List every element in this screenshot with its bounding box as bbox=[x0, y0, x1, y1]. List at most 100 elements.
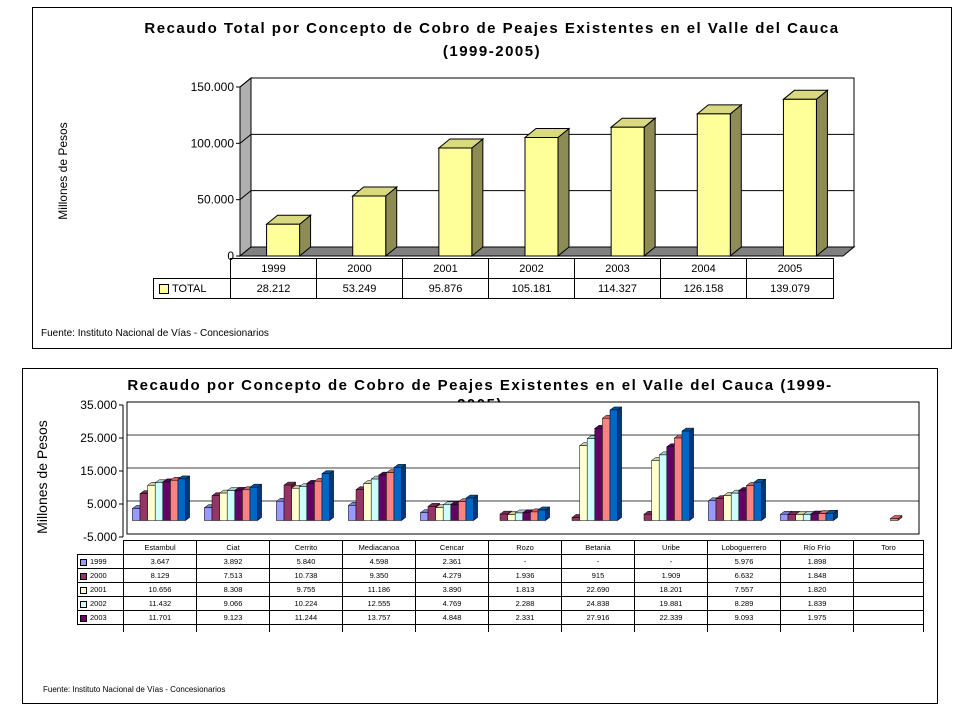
chart2-data-label: 1.909 bbox=[634, 568, 708, 583]
chart2-data-label: 9.093 bbox=[707, 610, 781, 625]
chart2-category-label: Mediacanoa bbox=[342, 540, 416, 555]
chart1-subtitle: (1999-2005) bbox=[442, 43, 542, 60]
chart1-y-tick-label: 150.000 bbox=[191, 80, 235, 94]
chart2-legend-2003: 2003 bbox=[77, 610, 124, 625]
chart2-data-label: 11.701 bbox=[123, 610, 197, 625]
chart2-data-label: 1.975 bbox=[780, 610, 854, 625]
chart2-table-row-2002: 2002 11.432 9.066 10.224 12.555 4.769 2.288 24.… bbox=[77, 596, 924, 611]
chart1-data-label: 105.181 bbox=[488, 278, 575, 299]
chart1-category-label: 2000 bbox=[316, 258, 403, 279]
chart2-legend-2001: 2001 bbox=[77, 582, 124, 597]
chart1-gridline-diag bbox=[239, 190, 252, 201]
chart2-data-label: 18.201 bbox=[634, 582, 708, 597]
chart1-category-label: 2005 bbox=[746, 258, 834, 279]
chart2-data-label: 8.129 bbox=[123, 568, 197, 583]
chart2-table-row-2001: 2001 10.656 8.308 9.755 11.186 3.890 1.813 22.6… bbox=[77, 582, 924, 597]
chart2-data-label: 4.848 bbox=[415, 610, 489, 625]
legend-swatch-2001 bbox=[80, 586, 87, 594]
legend-swatch-2000 bbox=[80, 572, 87, 580]
chart1-bar-2000 bbox=[351, 185, 399, 258]
chart2-data-label: 9.755 bbox=[269, 582, 343, 597]
chart2-plot: 35.000 25.000 15.000 5.000 -5.000 bbox=[80, 398, 920, 544]
chart2-table-row-1999: 1999 3.647 3.892 5.840 4.598 2.361- - -5.976 1.8… bbox=[77, 554, 924, 569]
chart2-data-label: 9.066 bbox=[196, 596, 270, 611]
chart1-y-tick-label: 100.000 bbox=[191, 136, 235, 150]
legend-swatch-total bbox=[159, 283, 169, 294]
chart2-data-label: 3.890 bbox=[415, 582, 489, 597]
chart2-category-label: Toro bbox=[853, 540, 924, 555]
chart2-category-label: Uribe bbox=[634, 540, 708, 555]
chart2-data-label: 9.350 bbox=[342, 568, 416, 583]
chart2-y-tick-label: 25.000 bbox=[80, 431, 117, 445]
chart2-legend-2002: 2002 bbox=[77, 596, 124, 611]
chart1-data-table: 1999 2000 2001 2002 2003 2004 2005 TOTAL 28.212 5… bbox=[153, 258, 834, 299]
chart2-data-label: 7.557 bbox=[707, 582, 781, 597]
chart2-data-label: 1.848 bbox=[780, 568, 854, 583]
chart2-bar-uribe-2005 bbox=[681, 427, 695, 521]
chart1-data-label: 95.876 bbox=[402, 278, 489, 299]
chart2-data-label: 5.976 bbox=[707, 554, 781, 569]
chart2-data-table: Estambul Ciat Cerrito Mediacanoa Cencar Rozo B… bbox=[77, 540, 924, 632]
chart1-category-label: 2002 bbox=[488, 258, 575, 279]
legend-label-total: TOTAL bbox=[172, 282, 207, 295]
chart1-data-label: 53.249 bbox=[316, 278, 403, 299]
chart1-category-label: 2004 bbox=[660, 258, 747, 279]
chart2-bar-toro-2004 bbox=[889, 515, 903, 521]
chart2-data-label bbox=[853, 582, 924, 597]
chart2-category-label: Río Frío bbox=[780, 540, 854, 555]
chart2-title-line-1: Recaudo por Concepto de Cobro de Peajes … bbox=[127, 377, 833, 394]
chart2-table-row-2003: 2003 11.701 9.123 11.244 13.757 4.848 2.331 27.… bbox=[77, 610, 924, 625]
chart2-bar-estambul-2005 bbox=[177, 475, 191, 521]
chart1-data-label: 114.327 bbox=[574, 278, 661, 299]
chart2-category-label: Rozo bbox=[488, 540, 562, 555]
chart2-data-label: 4.279 bbox=[415, 568, 489, 583]
legend-label-2000: 2000 bbox=[90, 571, 107, 580]
chart2-bar-mediacanoa-2005 bbox=[393, 463, 407, 521]
chart2-data-label: 3.892 bbox=[196, 554, 270, 569]
legend-label-2003: 2003 bbox=[90, 613, 107, 622]
chart1-y-tick-label: 0 bbox=[227, 249, 234, 263]
chart1-data-label: 139.079 bbox=[746, 278, 834, 299]
chart2-table-header-row: Estambul Ciat Cerrito Mediacanoa Cencar Rozo B… bbox=[78, 540, 924, 555]
chart2-data-label: 4.769 bbox=[415, 596, 489, 611]
chart2-source-note: Fuente: Instituto Nacional de Vías - Con… bbox=[43, 685, 226, 694]
chart2-data-label: 1.839 bbox=[780, 596, 854, 611]
chart2-data-label: 10.224 bbox=[269, 596, 343, 611]
chart1-bar-2004 bbox=[695, 103, 743, 258]
chart2-category-label: Loboguerrero bbox=[707, 540, 781, 555]
chart2-data-label: - bbox=[634, 554, 708, 569]
chart2-data-label bbox=[853, 610, 924, 625]
chart1-gridline-diag bbox=[239, 77, 252, 88]
chart2-data-label: 27.916 bbox=[561, 610, 635, 625]
legend-label-2001: 2001 bbox=[90, 585, 107, 594]
chart2-category-label: Betania bbox=[561, 540, 635, 555]
chart2-bar-ciat-2005 bbox=[249, 483, 263, 521]
chart2-data-label bbox=[853, 596, 924, 611]
total-revenue-chart-panel: Recaudo Total por Concepto de Cobro de P… bbox=[32, 7, 952, 349]
chart2-bar-cerrito-2005 bbox=[321, 470, 335, 521]
chart1-plot: 150.000 100.000 50.000 0 bbox=[191, 76, 856, 263]
chart1-table-row-total: TOTAL 28.212 53.249 95.876 105.181 114.327 126… bbox=[153, 278, 834, 299]
chart2-data-label: 10.738 bbox=[269, 568, 343, 583]
legend-swatch-2003 bbox=[80, 614, 87, 622]
chart2-data-label: 10.656 bbox=[123, 582, 197, 597]
chart2-y-tick-label: 15.000 bbox=[80, 464, 117, 478]
chart1-table-header-row: 1999 2000 2001 2002 2003 2004 2005 bbox=[154, 258, 834, 279]
chart1-bar-2002 bbox=[523, 127, 571, 258]
chart2-y-tick-label: 5.000 bbox=[87, 497, 117, 511]
chart2-category-label: Cencar bbox=[415, 540, 489, 555]
chart1-gridline-diag bbox=[239, 133, 252, 144]
chart2-data-label: 8.289 bbox=[707, 596, 781, 611]
chart2-data-label: 22.690 bbox=[561, 582, 635, 597]
chart1-bar-2003 bbox=[609, 117, 657, 258]
chart1-y-tick-label: 50.000 bbox=[197, 193, 234, 207]
chart2-bar-rio-frio-2005 bbox=[825, 509, 839, 521]
chart2-data-label: 9.123 bbox=[196, 610, 270, 625]
chart1-legend-total: TOTAL bbox=[153, 278, 231, 299]
chart2-data-label: 1.898 bbox=[780, 554, 854, 569]
chart2-data-label: 3.647 bbox=[123, 554, 197, 569]
chart2-legend-2000: 2000 bbox=[77, 568, 124, 583]
legend-label-1999: 1999 bbox=[90, 557, 107, 566]
chart1-bar-2001 bbox=[437, 137, 485, 258]
chart2-data-label: 11.186 bbox=[342, 582, 416, 597]
